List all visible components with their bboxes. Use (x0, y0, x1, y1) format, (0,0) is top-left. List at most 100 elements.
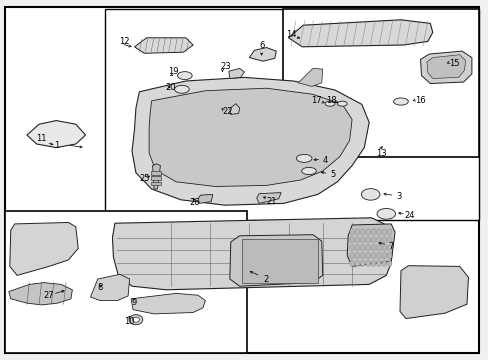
Polygon shape (371, 244, 375, 251)
Ellipse shape (301, 167, 316, 175)
Text: 19: 19 (168, 68, 179, 77)
Polygon shape (382, 229, 386, 235)
Polygon shape (288, 20, 432, 47)
Polygon shape (355, 252, 359, 259)
Text: 12: 12 (119, 37, 130, 46)
Polygon shape (371, 260, 375, 267)
Text: 4: 4 (322, 156, 327, 165)
Polygon shape (349, 252, 353, 259)
Text: 11: 11 (36, 134, 47, 143)
Polygon shape (376, 252, 380, 259)
Polygon shape (376, 260, 380, 267)
Ellipse shape (296, 154, 311, 162)
Text: 7: 7 (388, 242, 393, 251)
Bar (150, 182, 161, 185)
Polygon shape (387, 260, 391, 267)
Text: 18: 18 (325, 96, 336, 105)
Bar (242, 239, 317, 283)
Polygon shape (382, 260, 386, 267)
Circle shape (132, 317, 139, 322)
Bar (150, 171, 161, 175)
Polygon shape (360, 260, 364, 267)
Polygon shape (360, 244, 364, 251)
Polygon shape (349, 237, 353, 243)
Text: 23: 23 (220, 62, 231, 71)
Ellipse shape (174, 85, 189, 93)
Ellipse shape (325, 101, 334, 106)
Ellipse shape (376, 208, 395, 219)
Polygon shape (355, 260, 359, 267)
Polygon shape (366, 229, 369, 235)
Polygon shape (426, 55, 465, 78)
Polygon shape (360, 252, 364, 259)
Polygon shape (10, 222, 78, 275)
Ellipse shape (177, 72, 192, 80)
Text: 13: 13 (375, 149, 386, 158)
Polygon shape (349, 260, 353, 267)
Polygon shape (349, 244, 353, 251)
Polygon shape (249, 48, 276, 61)
Polygon shape (134, 38, 193, 53)
Ellipse shape (393, 98, 407, 105)
Polygon shape (360, 237, 364, 243)
Text: 26: 26 (189, 198, 200, 207)
Text: 15: 15 (448, 58, 459, 68)
Polygon shape (198, 194, 212, 203)
Polygon shape (376, 229, 380, 235)
Circle shape (129, 315, 142, 325)
Polygon shape (152, 164, 160, 189)
Polygon shape (360, 229, 364, 235)
Text: 27: 27 (43, 292, 54, 300)
Text: 16: 16 (414, 96, 425, 105)
Polygon shape (355, 229, 359, 235)
Polygon shape (371, 229, 375, 235)
Polygon shape (346, 224, 394, 266)
Text: 14: 14 (285, 30, 296, 39)
Text: 21: 21 (265, 197, 276, 206)
Polygon shape (382, 244, 386, 251)
Polygon shape (112, 218, 393, 290)
Polygon shape (355, 237, 359, 243)
Polygon shape (149, 88, 351, 186)
Text: 8: 8 (98, 284, 102, 292)
Bar (150, 176, 161, 180)
Polygon shape (382, 252, 386, 259)
Bar (5, 211, 246, 353)
Polygon shape (387, 244, 391, 251)
Ellipse shape (361, 189, 379, 200)
Polygon shape (366, 237, 369, 243)
Text: 10: 10 (124, 317, 135, 325)
Polygon shape (298, 68, 322, 86)
Polygon shape (355, 244, 359, 251)
Polygon shape (256, 193, 281, 203)
Polygon shape (420, 51, 471, 84)
Polygon shape (387, 229, 391, 235)
Polygon shape (387, 237, 391, 243)
Polygon shape (399, 266, 468, 319)
Polygon shape (27, 121, 85, 148)
Text: 5: 5 (329, 170, 334, 179)
Polygon shape (371, 237, 375, 243)
Text: 3: 3 (395, 192, 400, 201)
Text: 25: 25 (139, 174, 149, 183)
Polygon shape (132, 77, 368, 205)
Polygon shape (376, 237, 380, 243)
Polygon shape (371, 252, 375, 259)
Text: 20: 20 (164, 83, 175, 91)
Text: 1: 1 (54, 141, 59, 150)
Polygon shape (376, 244, 380, 251)
Polygon shape (366, 260, 369, 267)
Text: 6: 6 (259, 40, 264, 49)
Polygon shape (366, 252, 369, 259)
Polygon shape (366, 244, 369, 251)
Polygon shape (387, 252, 391, 259)
Text: 17: 17 (311, 96, 322, 105)
Polygon shape (229, 235, 322, 286)
Text: 22: 22 (222, 107, 232, 116)
Ellipse shape (337, 101, 346, 106)
Bar (282, 9, 478, 157)
Text: 24: 24 (404, 211, 414, 220)
Polygon shape (9, 283, 72, 305)
Polygon shape (131, 293, 205, 314)
Polygon shape (382, 237, 386, 243)
